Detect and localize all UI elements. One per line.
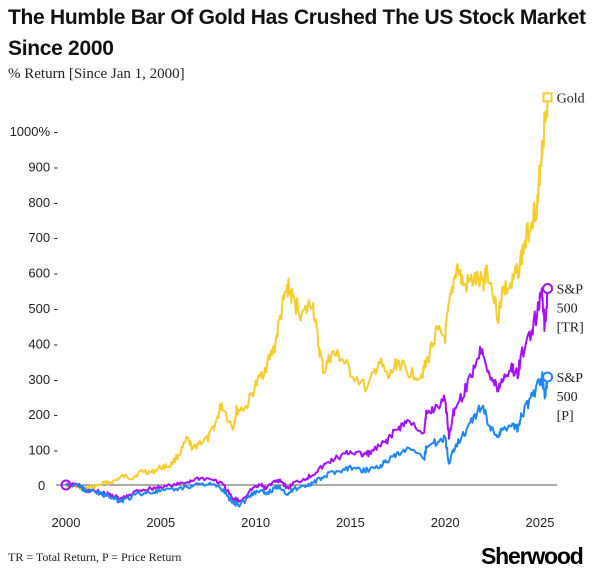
x-tick-label: 2005: [146, 515, 175, 530]
y-tick-label: 700 -: [28, 230, 58, 245]
series-end-label: 500: [557, 302, 578, 317]
y-tick-label: 900 -: [28, 159, 58, 174]
y-tick-label: 400 -: [28, 336, 58, 351]
sherwood-logo: Sherwood: [481, 543, 584, 569]
y-tick-label: 1000% -: [10, 124, 58, 139]
series-line-s-p-500-tr-: [65, 284, 549, 503]
x-tick-label: 2010: [241, 515, 270, 530]
end-marker: [542, 371, 554, 383]
series-end-label: [TR]: [557, 321, 584, 336]
chart-subtitle: % Return [Since Jan 1, 2000]: [8, 66, 185, 82]
x-tick-label: 2020: [431, 515, 460, 530]
series-end-label: S&P: [557, 283, 584, 298]
y-tick-label: 600 -: [28, 266, 58, 281]
x-tick-label: 2000: [52, 515, 81, 530]
series-end-label: 500: [557, 390, 578, 405]
series-line-s-p-500-p-: [65, 371, 549, 508]
end-marker: [542, 92, 553, 103]
y-tick-label: 0: [38, 478, 45, 493]
footnote: TR = Total Return, P = Price Return: [8, 550, 182, 564]
y-tick-label: 200 -: [28, 407, 58, 422]
y-tick-label: 300 -: [28, 372, 58, 387]
y-tick-label: 800 -: [28, 195, 58, 210]
y-tick-label: 500 -: [28, 301, 58, 316]
x-tick-label: 2015: [336, 515, 365, 530]
start-marker: [60, 479, 72, 491]
y-tick-label: 100 -: [28, 443, 58, 458]
series-end-label: S&P: [557, 371, 584, 386]
series-end-label: Gold: [557, 91, 585, 106]
x-tick-label: 2025: [526, 515, 555, 530]
series-line-gold: [65, 97, 549, 491]
chart-title: The Humble Bar Of Gold Has Crushed The U…: [8, 6, 586, 60]
end-marker: [542, 283, 554, 295]
series-end-label: [P]: [557, 409, 574, 424]
